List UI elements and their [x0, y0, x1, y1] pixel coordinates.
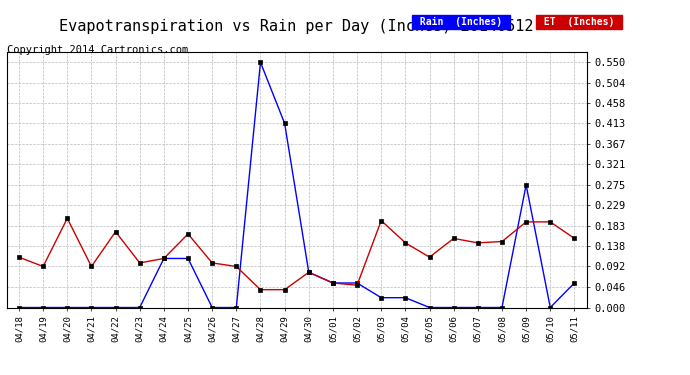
Text: ET  (Inches): ET (Inches)	[538, 17, 620, 27]
Text: Evapotranspiration vs Rain per Day (Inches) 20140512: Evapotranspiration vs Rain per Day (Inch…	[59, 19, 534, 34]
Text: Copyright 2014 Cartronics.com: Copyright 2014 Cartronics.com	[7, 45, 188, 55]
Text: Rain  (Inches): Rain (Inches)	[414, 17, 508, 27]
